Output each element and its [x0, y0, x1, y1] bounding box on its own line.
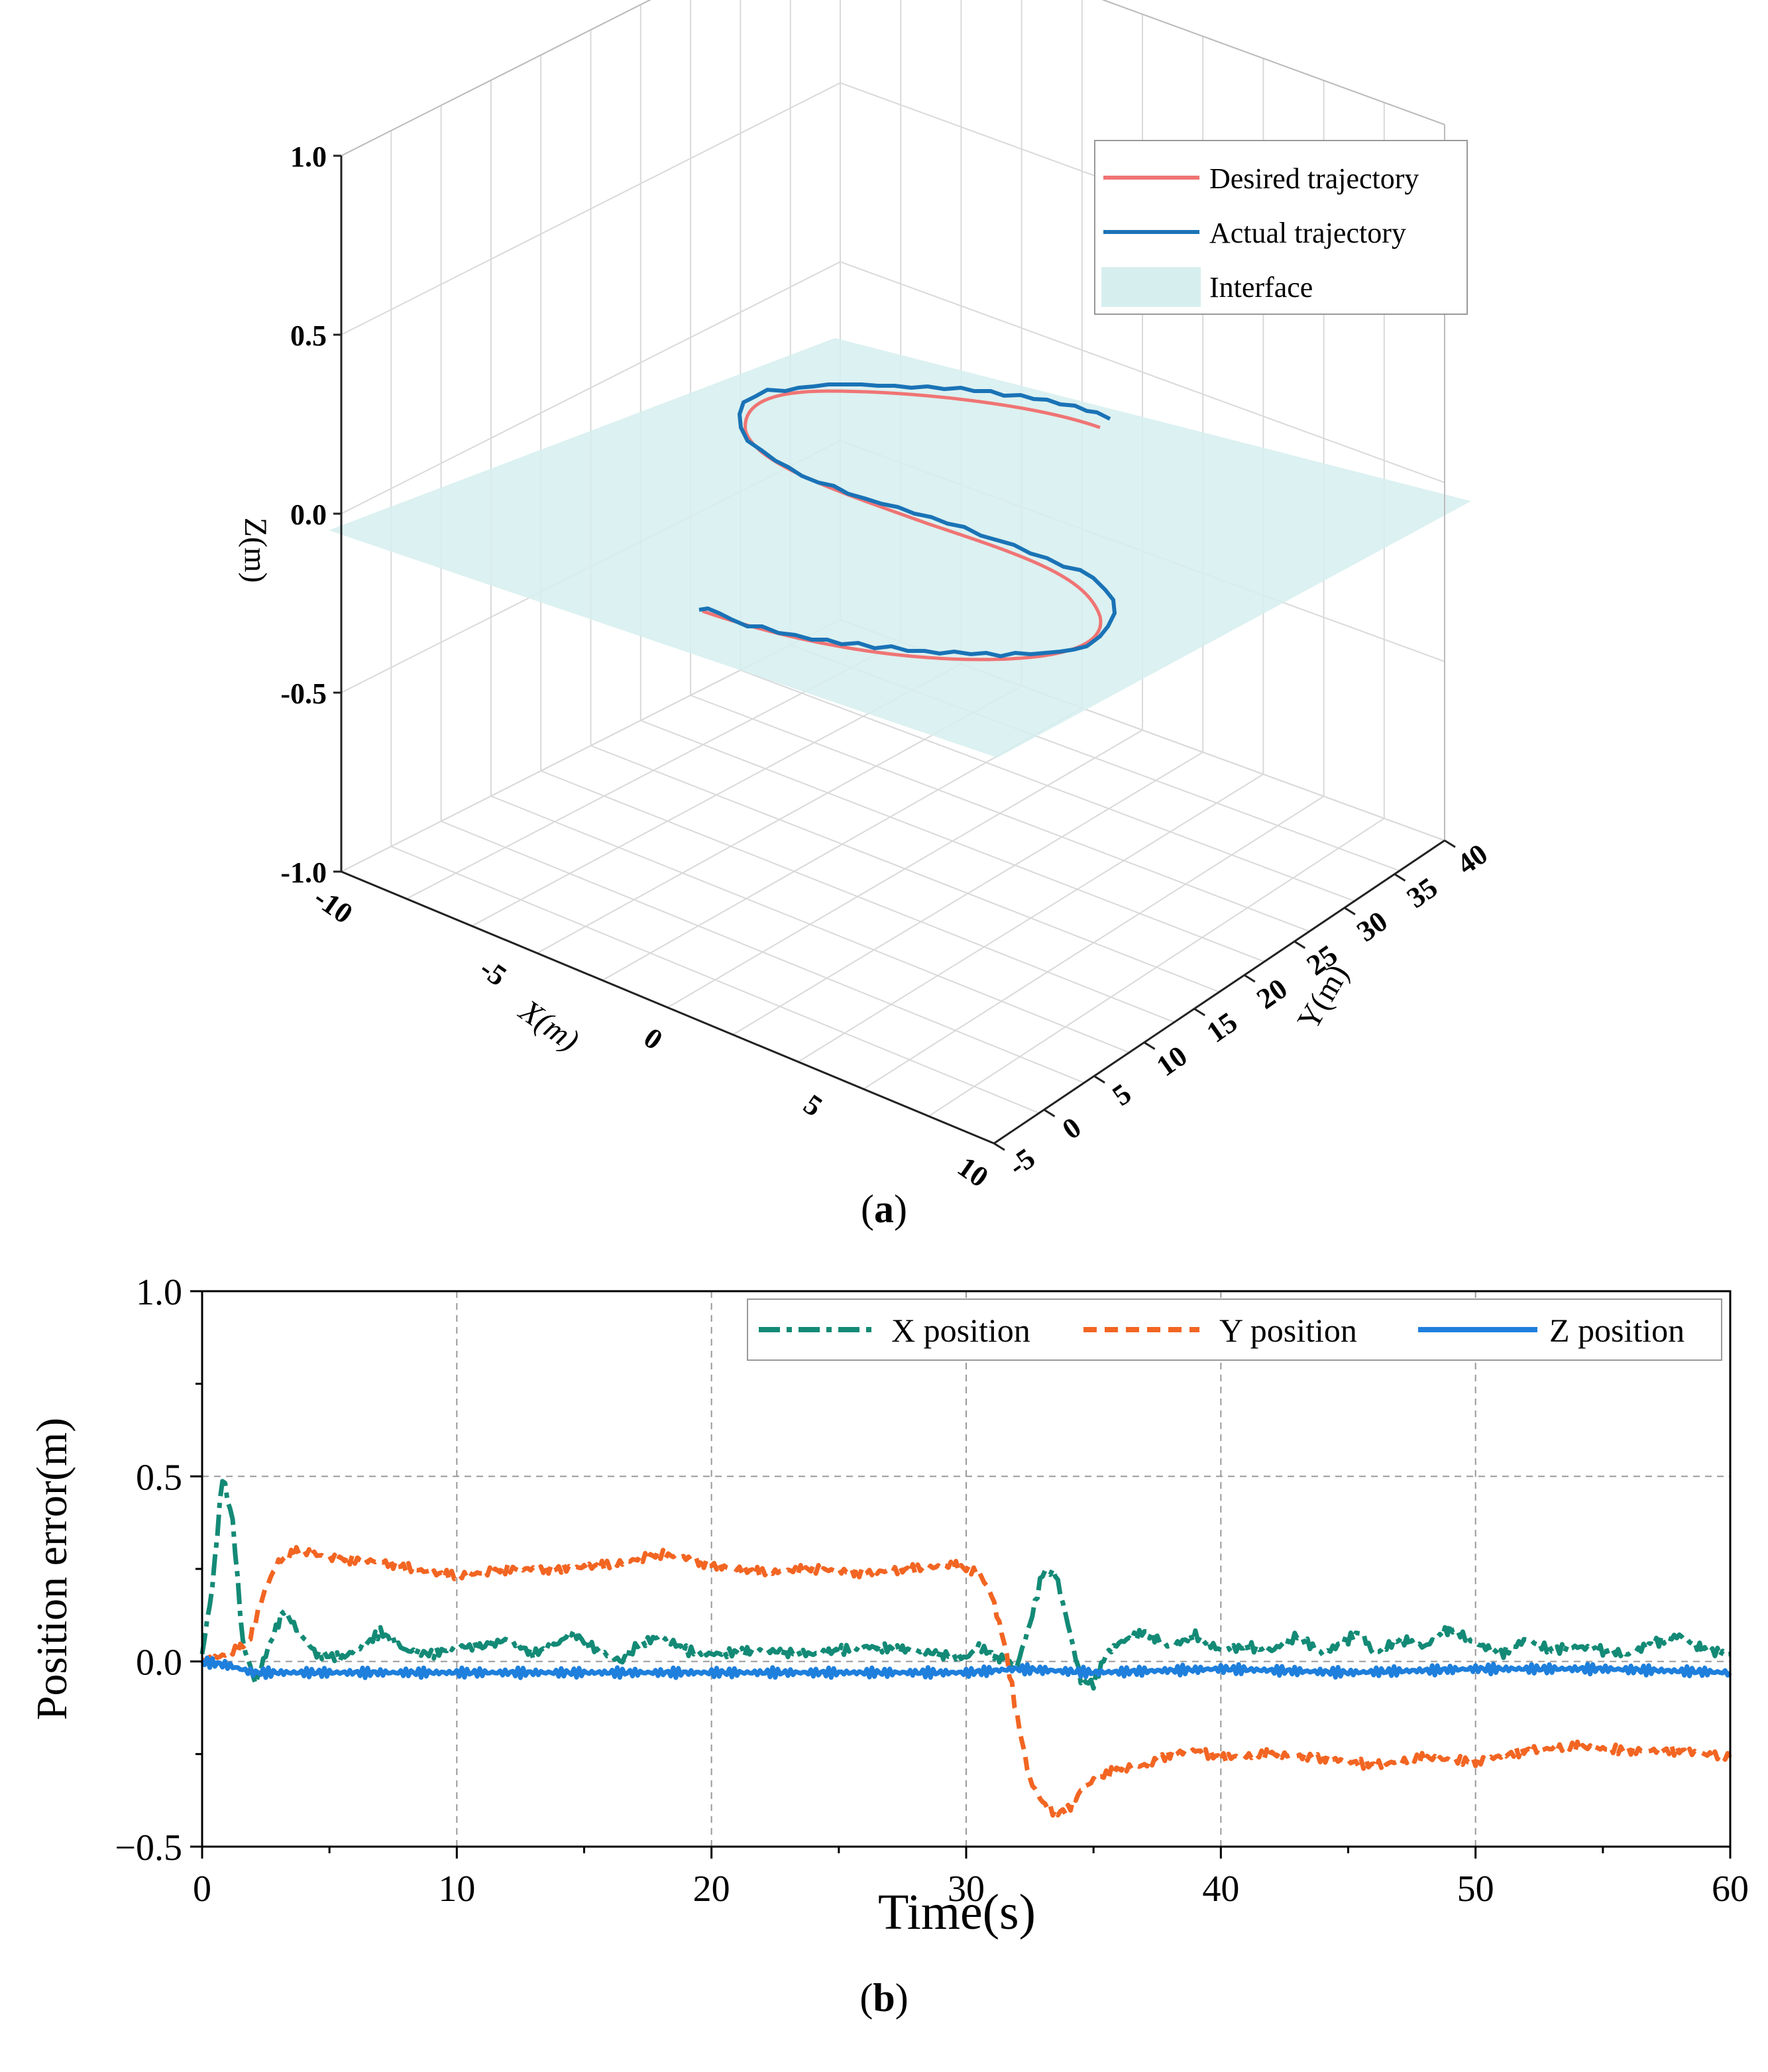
floor-grid: [341, 619, 1445, 1144]
z-tick-label: -1.0: [280, 856, 327, 889]
x-tick-label: 0: [638, 1021, 669, 1057]
wall-grid-line: [341, 260, 1445, 514]
floor-grid-line: [732, 751, 1203, 1035]
y-tick-label: 15: [1201, 1006, 1243, 1049]
y-tick-label: 0.5: [136, 1457, 182, 1498]
tick-marks-and-labels: 0 10 20 30 40 50 60 −0.5 0.0 0.5 1.0: [115, 1272, 1749, 1910]
x-tick-label: 60: [1712, 1869, 1749, 1910]
caption-a-letter: a: [874, 1187, 894, 1231]
x-axis-line: [341, 870, 995, 1145]
caption-a: (a): [861, 1187, 907, 1231]
legend: X position Y position Z position: [747, 1298, 1722, 1361]
legend-desired-label: Desired trajectory: [1209, 162, 1419, 195]
y-tick-label: 0.0: [136, 1642, 182, 1684]
box-top-edge: [341, 0, 1445, 156]
y-tick-mark: [1344, 907, 1356, 915]
x-tick-label: 30: [948, 1869, 985, 1910]
y-tick-label: 0: [1056, 1111, 1087, 1146]
y-tick-label: 5: [1107, 1077, 1137, 1112]
actual-trajectory-line: [698, 382, 1117, 659]
y-tick-label: -5: [1003, 1142, 1041, 1182]
y-tick-mark: [1093, 1075, 1105, 1084]
y-axis-label: Y(m): [1291, 958, 1356, 1036]
legend-z-label: Z position: [1549, 1312, 1685, 1349]
figure-b: 0 10 20 30 40 50 60 −0.5 0.0 0.5 1.0 Time(s) Posit…: [0, 1259, 1768, 2069]
caption-b-letter: b: [873, 1976, 895, 2020]
desired-trajectory-line: [702, 389, 1103, 662]
x-tick-label: 50: [1457, 1869, 1494, 1910]
y-tick-label: 30: [1351, 905, 1393, 948]
y-tick-mark: [993, 1142, 1005, 1151]
y-tick-mark: [1193, 1007, 1206, 1017]
floor-grid-line: [667, 729, 1143, 1008]
legend-interface-swatch: [1101, 267, 1201, 307]
y-tick-label: −0.5: [115, 1827, 182, 1869]
chart-position-error: 0 10 20 30 40 50 60 −0.5 0.0 0.5 1.0 Time(s) Posit…: [28, 1272, 1749, 1940]
caption-b: (b): [859, 1976, 909, 2020]
z-tick-label: -0.5: [280, 677, 327, 710]
legend-x-label: X position: [891, 1312, 1030, 1349]
wall-grid-line: [341, 0, 1445, 156]
legend-actual-label: Actual trajectory: [1209, 217, 1406, 249]
x-tick-label: -5: [474, 952, 512, 992]
legend: Desired trajectory Actual trajectory Int…: [1094, 140, 1468, 315]
y-tick-mark: [1294, 941, 1306, 949]
y-tick-label: 10: [1150, 1039, 1193, 1082]
y-tick-label: 20: [1250, 972, 1293, 1015]
z-position-line: [199, 1655, 1732, 1680]
z-tick-label: 0.5: [290, 319, 327, 352]
x-axis-label: Time(s): [878, 1884, 1036, 1940]
floor-grid-line: [797, 774, 1264, 1063]
z-axis-label: Z(m): [238, 518, 273, 583]
y-tick-label: 1.0: [136, 1272, 182, 1313]
z-tick-label: 1.0: [290, 141, 327, 173]
z-tick-label: 0.0: [290, 498, 327, 531]
floor-grid-line: [928, 817, 1385, 1117]
y-position-line: [200, 1544, 1733, 1818]
x-tick-label: 5: [798, 1088, 828, 1123]
x-tick-label: 40: [1202, 1869, 1239, 1910]
series-lines: [199, 1479, 1733, 1818]
y-tick-label: 35: [1401, 871, 1443, 914]
legend-y-label: Y position: [1219, 1312, 1357, 1349]
interface-plane: [329, 338, 1471, 758]
y-axis-label: Position error(m): [28, 1418, 76, 1720]
x-tick-label: 20: [693, 1869, 730, 1910]
y-tick-mark: [1043, 1108, 1056, 1118]
y-axis-line: [993, 839, 1445, 1145]
x-tick-label: 0: [193, 1869, 211, 1910]
y-tick-mark: [1394, 873, 1406, 882]
floor-grid-line: [863, 795, 1325, 1090]
y-tick-mark: [1444, 839, 1456, 848]
x-axis-label: X(m): [512, 992, 586, 1059]
y-tick-mark: [1143, 1041, 1156, 1050]
x-position-line: [199, 1479, 1731, 1691]
y-tick-label: 40: [1451, 837, 1494, 880]
x-tick-label: 10: [438, 1869, 475, 1910]
legend-interface-label: Interface: [1209, 271, 1313, 304]
y-tick-mark: [1243, 974, 1256, 983]
figure-a: -1.0 -0.5 0.0 0.5 1.0 -10 -5 0 5 10 -5 0 5 10 15 20 25 30…: [238, 0, 1494, 1231]
